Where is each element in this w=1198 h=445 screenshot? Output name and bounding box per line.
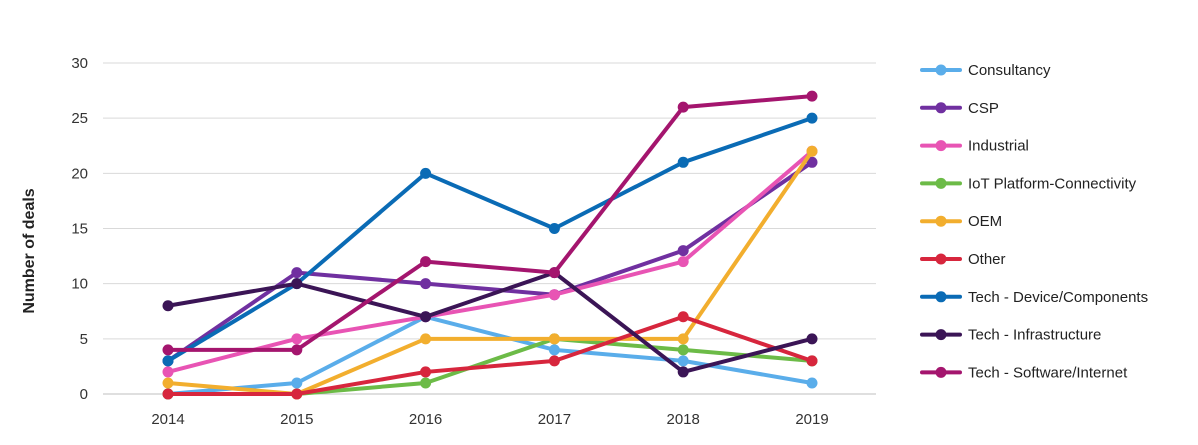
legend-label: IoT Platform-Connectivity [968,175,1137,192]
legend-label: Tech - Infrastructure [968,327,1101,344]
legend-swatch-marker [935,329,947,341]
x-tick-label: 2015 [280,411,313,428]
x-tick-label: 2018 [667,411,700,428]
legend-swatch-marker [935,366,947,378]
legend-item: IoT Platform-Connectivity [920,175,1137,192]
legend-item: Other [920,251,1006,268]
y-tick-label: 0 [80,386,88,403]
legend-label: CSP [968,100,999,117]
data-point [420,311,432,323]
legend-label: Tech - Software/Internet [968,364,1128,381]
data-point [677,344,689,356]
data-point [420,377,432,389]
data-point [806,90,818,102]
series-lines [162,90,818,400]
legend-swatch-marker [935,291,947,303]
data-point [291,267,303,279]
series-line [166,270,814,374]
data-point [548,289,560,301]
data-point [291,344,303,356]
series-line [166,160,814,363]
series-line [166,149,814,396]
series-line [166,94,814,352]
x-tick-label: 2019 [795,411,828,428]
data-point [548,333,560,345]
data-point [806,333,818,345]
legend-label: Consultancy [968,62,1051,79]
data-point [420,167,432,179]
y-tick-label: 5 [80,331,88,348]
y-axis-label: Number of deals [21,188,38,313]
legend-swatch-marker [935,177,947,189]
legend-item: Tech - Device/Components [920,289,1148,306]
legend-swatch-marker [935,253,947,265]
legend-item: OEM [920,213,1002,230]
y-axis-ticks: 0 5 10 15 20 25 30 [71,55,88,403]
legend-label: Industrial [968,138,1029,155]
x-tick-label: 2014 [151,411,184,428]
series-line [166,314,814,396]
data-point [291,333,303,345]
legend-swatch-marker [935,215,947,227]
legend-swatch-marker [935,102,947,114]
data-point [677,245,689,257]
data-point [548,344,560,356]
series-5 [162,311,818,400]
data-point [677,156,689,168]
legend-swatch-marker [935,64,947,76]
y-tick-label: 30 [71,55,88,72]
data-point [162,300,174,312]
data-point [548,223,560,234]
data-point [291,278,303,290]
series-0 [162,311,818,400]
y-tick-label: 25 [71,110,88,127]
legend-item: Consultancy [920,62,1051,79]
series-2 [162,145,818,378]
data-point [677,366,689,378]
legend-item: Tech - Infrastructure [920,327,1101,344]
data-point [420,278,432,290]
data-point [677,355,689,367]
legend-label: Tech - Device/Components [968,289,1148,306]
data-point [548,355,560,367]
data-point [162,366,174,378]
y-tick-label: 10 [71,276,88,293]
data-point [806,377,818,389]
y-tick-label: 15 [71,221,88,238]
data-point [162,388,174,400]
series-line [166,149,814,374]
data-point [162,355,174,367]
data-point [162,344,174,356]
data-point [677,101,689,113]
data-point [806,355,818,367]
data-point [677,311,689,323]
legend-label: OEM [968,213,1002,230]
data-point [806,156,818,168]
data-point [677,256,689,268]
legend-swatch-marker [935,140,947,152]
data-point [291,377,303,389]
data-point [420,333,432,345]
data-point [162,377,174,389]
legend: Consultancy CSP Industrial IoT Platform-Con… [920,62,1148,381]
data-point [548,267,560,279]
data-point [420,366,432,378]
data-point [420,256,432,268]
data-point [291,388,303,400]
series-line [166,116,814,363]
data-point [806,145,818,157]
data-point [677,333,689,345]
legend-item: CSP [920,100,999,117]
data-point [806,112,818,124]
legend-label: Other [968,251,1006,268]
gridlines [103,62,876,395]
series-8 [162,90,818,356]
legend-item: Industrial [920,138,1029,155]
legend-item: Tech - Software/Internet [920,364,1128,381]
x-axis-ticks: 2014 2015 2016 2017 2018 2019 [151,411,828,428]
y-tick-label: 20 [71,165,88,182]
x-tick-label: 2017 [538,411,571,428]
x-tick-label: 2016 [409,411,442,428]
